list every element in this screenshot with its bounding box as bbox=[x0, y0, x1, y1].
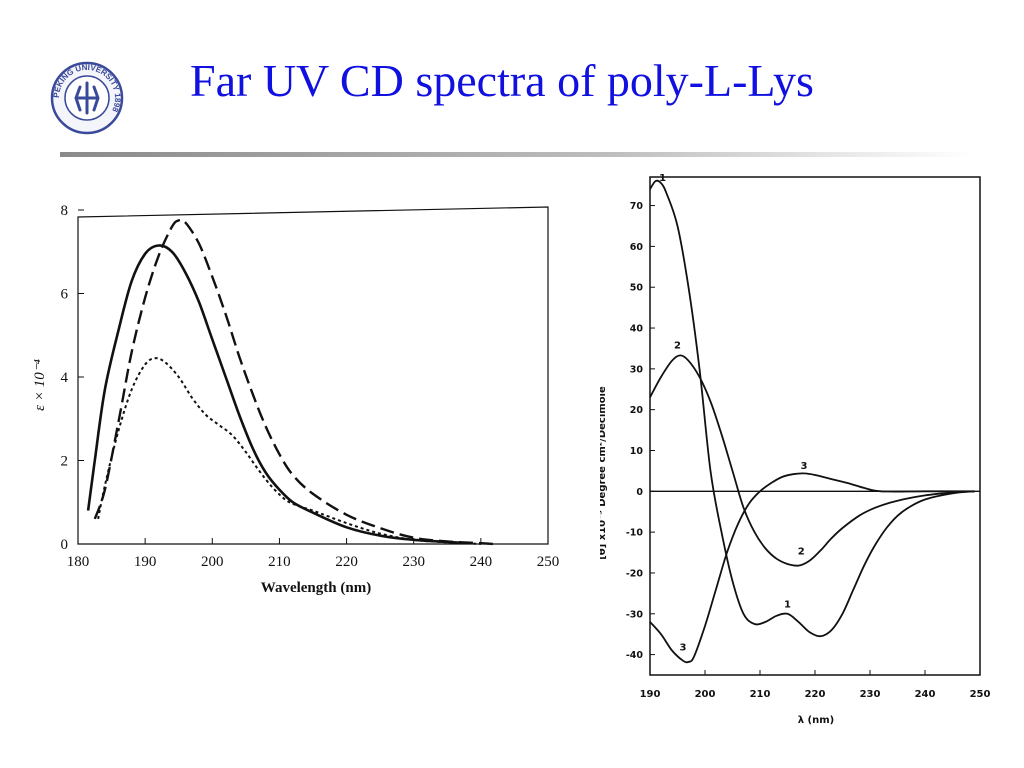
x-tick-label: 220 bbox=[335, 554, 358, 570]
y-tick-label: 2 bbox=[61, 454, 69, 470]
right-chart-curve-labels: 1 2 3 2 1 3 bbox=[659, 173, 807, 653]
x-tick-label: 250 bbox=[970, 689, 991, 700]
cd-series-line-3 bbox=[649, 472, 975, 664]
absorption-spectrum-chart: 180 190 200 210 220 230 240 250 0 2 4 6 8 Wavelength… bbox=[32, 203, 560, 596]
y-tick-label: -10 bbox=[626, 528, 644, 539]
x-tick-label: 210 bbox=[750, 689, 771, 700]
y-tick-label: 30 bbox=[630, 364, 644, 375]
x-tick-label: 190 bbox=[640, 689, 661, 700]
x-tick-label: 240 bbox=[915, 689, 936, 700]
x-tick-label: 200 bbox=[695, 689, 716, 700]
x-tick-label: 210 bbox=[268, 554, 291, 570]
cd-series-line-1 bbox=[649, 179, 975, 638]
y-tick-label: 4 bbox=[61, 370, 69, 386]
curve-number-label: 1 bbox=[659, 173, 666, 184]
left-chart-y-label: ε × 10⁻⁴ bbox=[32, 359, 48, 411]
right-chart-y-label: [θ] x10⁻³ Degree cm²/Decimole bbox=[600, 386, 608, 560]
left-chart-ticks: 180 190 200 210 220 230 240 250 0 2 4 6 8 bbox=[61, 203, 560, 570]
right-chart-series bbox=[649, 179, 975, 664]
x-tick-label: 250 bbox=[537, 554, 560, 570]
right-chart-axes-box bbox=[649, 176, 981, 676]
y-tick-label: -20 bbox=[626, 568, 644, 579]
right-chart-frame bbox=[649, 176, 981, 676]
right-chart-ticks: -40 -30 -20 -10 0 10 20 30 40 50 60 70 190 200 210 220 2… bbox=[626, 201, 991, 700]
series-line-solid bbox=[86, 244, 468, 545]
left-chart-x-label: Wavelength (nm) bbox=[261, 580, 371, 596]
series-line-dashed bbox=[93, 218, 495, 546]
x-tick-label: 230 bbox=[860, 689, 881, 700]
x-tick-label: 200 bbox=[201, 554, 224, 570]
y-tick-label: 0 bbox=[636, 487, 643, 498]
curve-number-label: 3 bbox=[680, 643, 687, 654]
right-chart-x-label: λ (nm) bbox=[798, 715, 835, 726]
y-tick-label: 0 bbox=[61, 537, 69, 553]
slide-title: Far UV CD spectra of poly-L-Lys bbox=[190, 55, 814, 106]
y-tick-label: 10 bbox=[630, 446, 644, 457]
y-tick-label: -40 bbox=[626, 650, 644, 661]
curve-number-label: 2 bbox=[674, 340, 681, 351]
title-divider bbox=[60, 152, 972, 157]
curve-number-label: 3 bbox=[801, 461, 808, 472]
cd-spectrum-chart: -40 -30 -20 -10 0 10 20 30 40 50 60 70 190 200 210 220 2… bbox=[600, 173, 991, 726]
university-seal-logo: PEKING UNIVERSITY 1898 bbox=[50, 61, 124, 135]
y-tick-label: 60 bbox=[630, 242, 644, 253]
curve-number-label: 2 bbox=[798, 547, 805, 558]
x-tick-label: 180 bbox=[67, 554, 90, 570]
y-tick-label: 70 bbox=[630, 201, 644, 212]
curve-number-label: 1 bbox=[784, 600, 791, 611]
x-tick-label: 220 bbox=[805, 689, 826, 700]
y-tick-label: -30 bbox=[626, 609, 644, 620]
y-tick-label: 6 bbox=[61, 287, 69, 303]
y-tick-label: 40 bbox=[630, 324, 644, 335]
y-tick-label: 50 bbox=[630, 283, 644, 294]
cd-series-line-2 bbox=[649, 354, 975, 567]
series-line-dotted bbox=[97, 357, 481, 545]
x-tick-label: 240 bbox=[470, 554, 493, 570]
peking-university-seal-icon bbox=[74, 81, 100, 115]
y-tick-label: 8 bbox=[61, 203, 69, 219]
x-tick-label: 190 bbox=[134, 554, 157, 570]
left-chart-series bbox=[86, 218, 495, 546]
x-tick-label: 230 bbox=[402, 554, 425, 570]
y-tick-label: 20 bbox=[630, 405, 644, 416]
